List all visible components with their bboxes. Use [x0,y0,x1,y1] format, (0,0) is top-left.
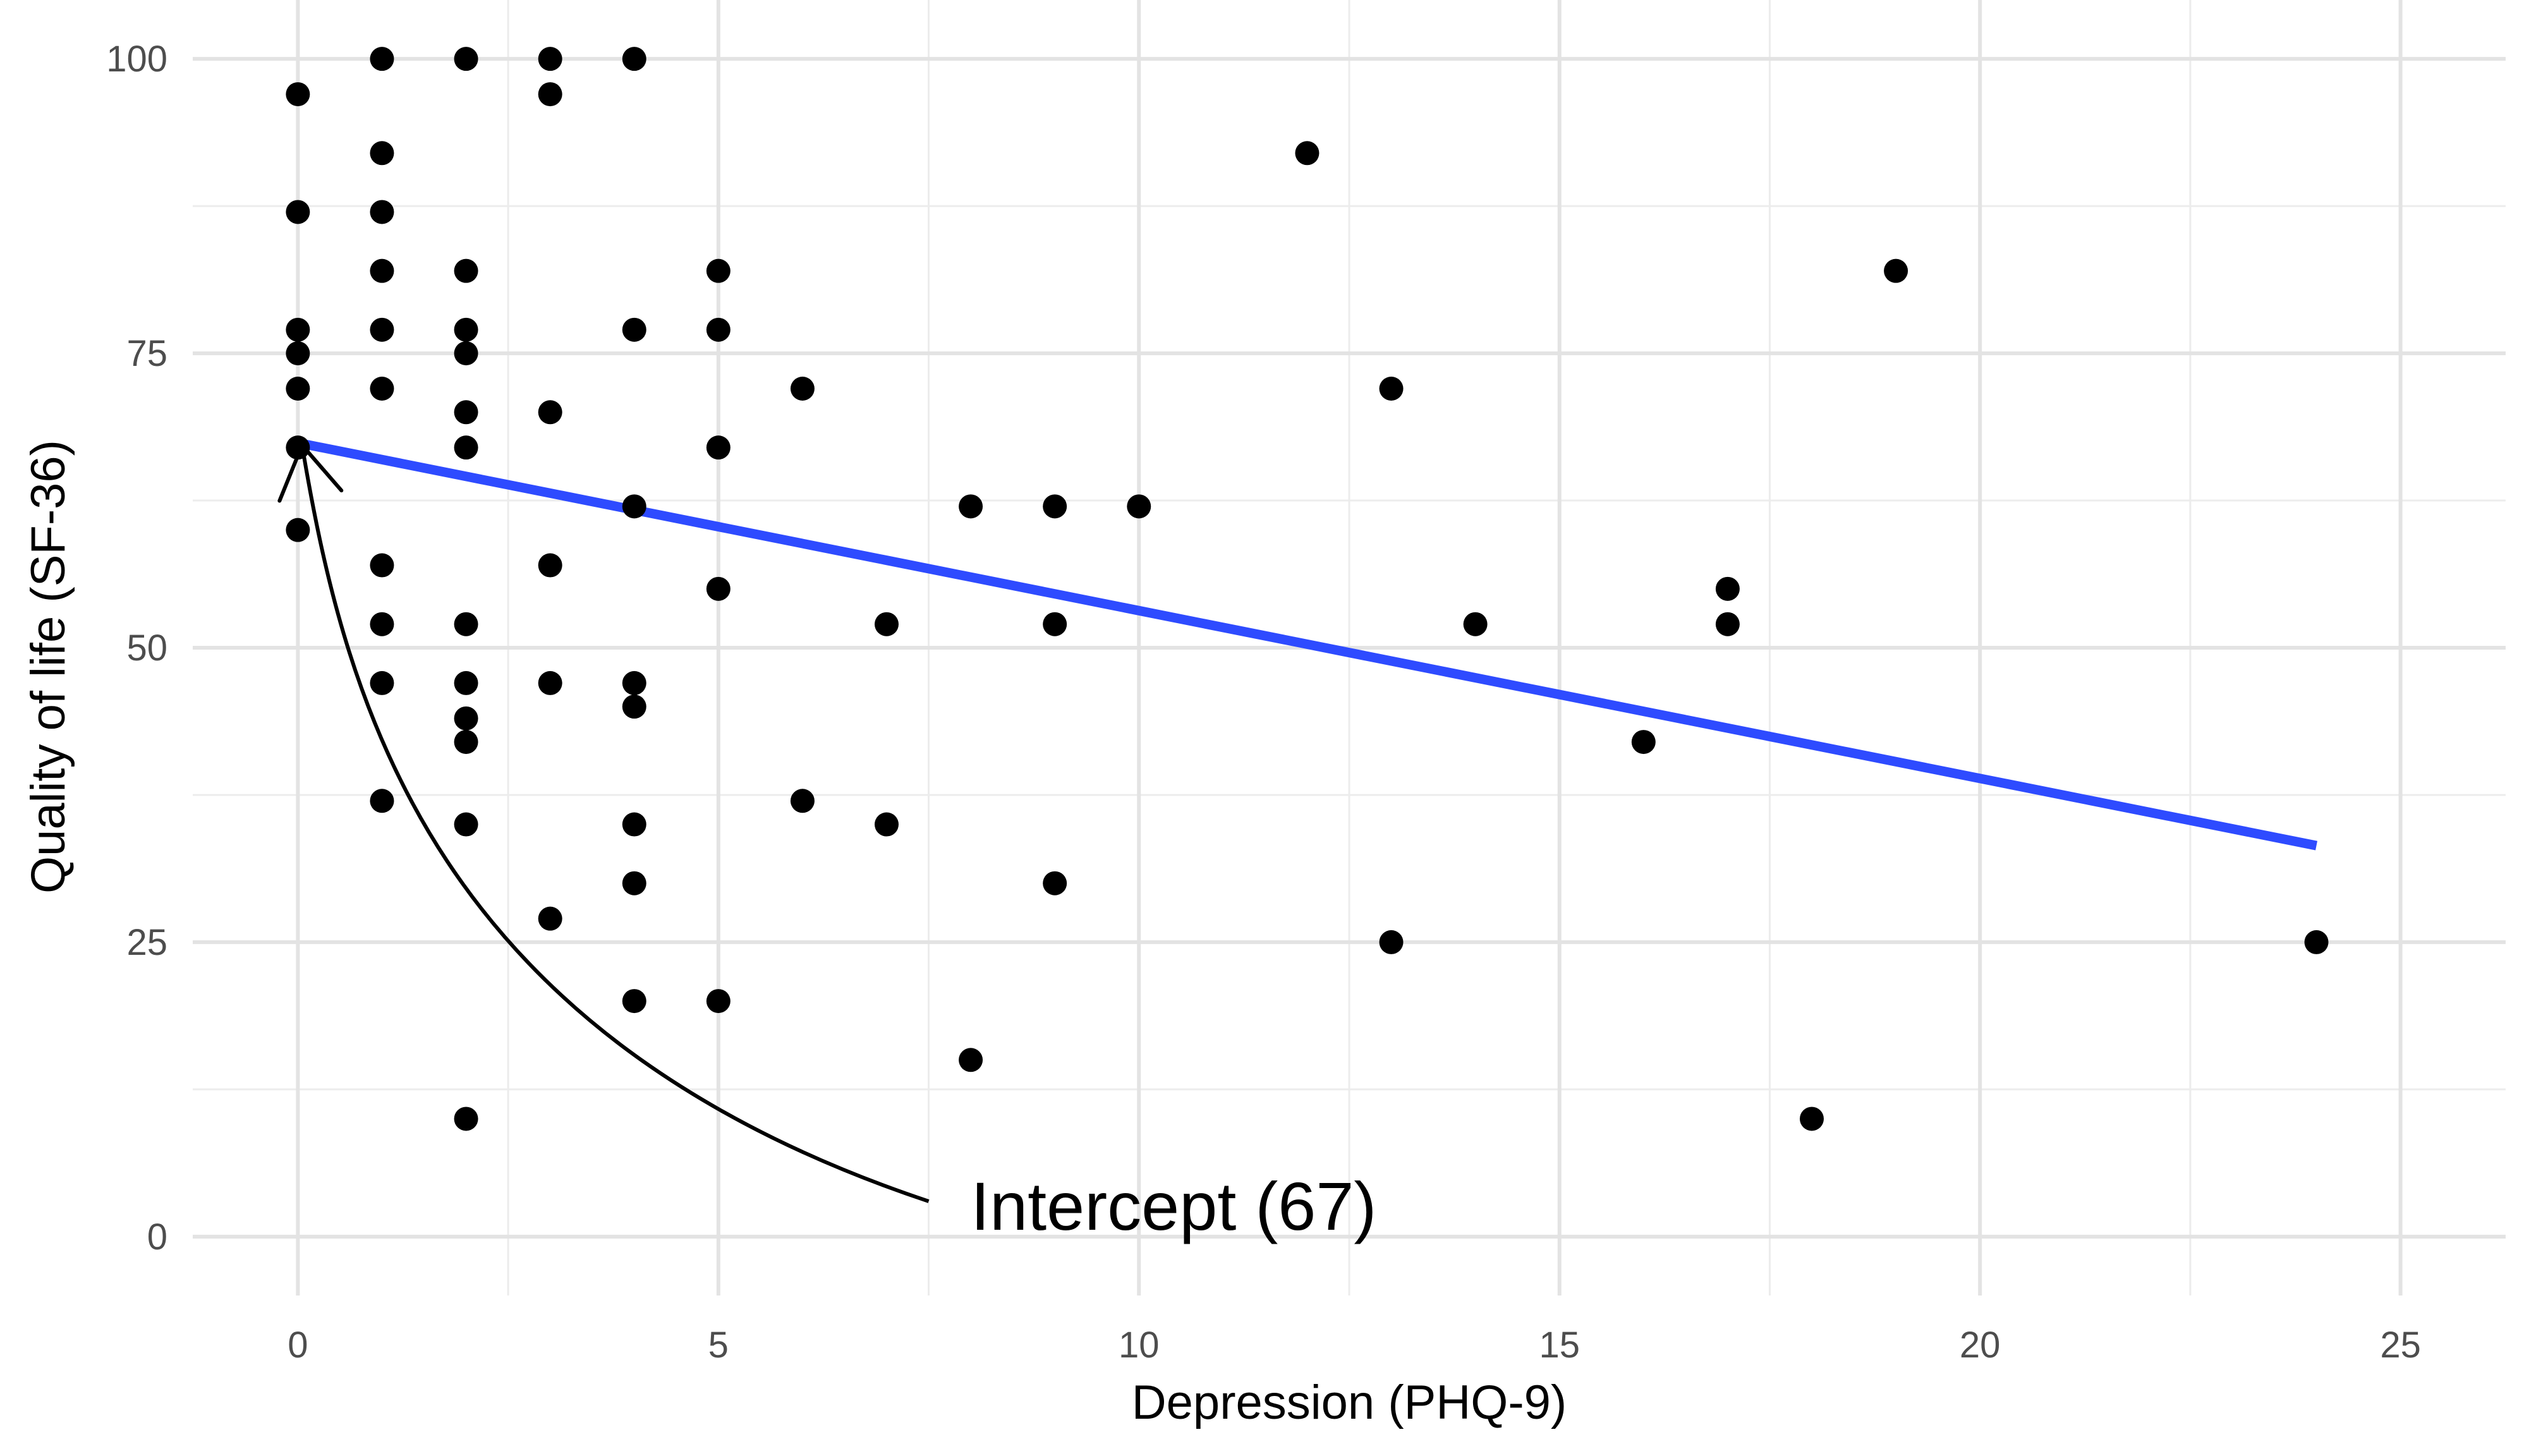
x-tick-label: 15 [1539,1325,1580,1366]
data-point [454,612,478,636]
data-point [1295,141,1320,166]
data-point [622,812,646,837]
data-point [1715,576,1740,601]
data-point [286,200,310,224]
data-point [1379,930,1404,954]
intercept-annotation: Intercept (67) [971,1168,1376,1244]
data-point [454,670,478,695]
data-point [1631,730,1656,755]
data-point [706,435,731,460]
data-point [454,317,478,342]
data-point [370,317,394,342]
data-point [622,47,646,71]
data-point [2304,930,2329,954]
data-point [454,435,478,460]
y-tick-label: 50 [126,628,167,669]
data-point [370,612,394,636]
x-axis-title: Depression (PHQ-9) [1132,1376,1567,1429]
y-tick-label: 0 [147,1216,167,1258]
data-point [790,377,815,401]
annotation-layer: Intercept (67) [277,443,1376,1244]
data-point [454,400,478,425]
y-tick-label: 25 [126,922,167,963]
data-point [959,494,983,519]
data-point [622,670,646,695]
data-point [454,812,478,837]
regression-line [296,438,2318,851]
data-point [286,82,310,107]
data-point [538,400,562,425]
data-point [286,341,310,366]
data-point [370,47,394,71]
data-point [454,47,478,71]
data-point [706,317,731,342]
data-point [538,670,562,695]
data-points [286,47,2329,1131]
data-point [622,871,646,895]
y-tick-label: 100 [106,39,167,80]
data-point [1043,612,1067,636]
data-point [1127,494,1151,519]
x-tick-label: 20 [1960,1325,2001,1366]
data-point [286,377,310,401]
y-tick-labels: 0 25 50 75 100 [106,39,167,1258]
data-point [1715,612,1740,636]
data-point [538,553,562,578]
data-point [286,317,310,342]
data-point [706,989,731,1014]
regression-line-layer [296,438,2318,851]
data-point [706,576,731,601]
y-tick-label: 75 [126,333,167,374]
data-point [622,989,646,1014]
data-point [875,812,899,837]
annotation-arrowhead [277,443,344,503]
data-point [370,553,394,578]
data-point [370,377,394,401]
major-gridlines [193,0,2506,1295]
data-point [454,730,478,755]
data-point [959,1048,983,1072]
data-point [370,789,394,813]
data-point [1884,258,1908,283]
data-point [370,141,394,166]
data-point [454,258,478,283]
data-point [370,258,394,283]
data-point [706,258,731,283]
data-point [1463,612,1488,636]
data-point [875,612,899,636]
data-point [790,789,815,813]
data-point [622,494,646,519]
data-point [454,1107,478,1131]
data-point [454,706,478,731]
x-tick-labels: 0 5 10 15 20 25 [288,1325,2421,1366]
data-point [370,200,394,224]
data-point [454,341,478,366]
x-tick-label: 25 [2380,1325,2421,1366]
x-tick-label: 0 [288,1325,308,1366]
data-point [286,518,310,542]
data-point [1800,1107,1824,1131]
data-point [622,317,646,342]
data-point [538,82,562,107]
data-point [1043,871,1067,895]
data-point [1043,494,1067,519]
data-point [538,47,562,71]
data-point [1379,377,1404,401]
annotation-arrow [300,444,930,1203]
x-tick-label: 10 [1119,1325,1160,1366]
data-point [370,670,394,695]
x-tick-label: 5 [708,1325,729,1366]
data-point [538,906,562,931]
data-point [622,695,646,719]
y-axis-title: Quality of life (SF-36) [21,440,75,894]
